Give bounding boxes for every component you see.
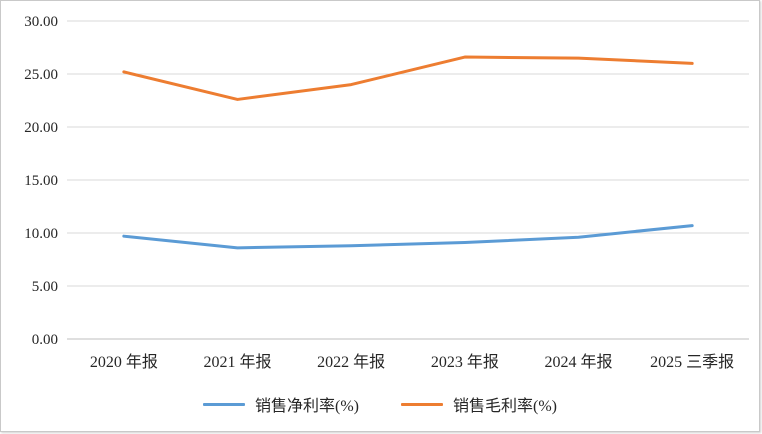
y-tick-label: 30.00 bbox=[24, 14, 58, 30]
x-axis-label: 2022 年报 bbox=[317, 353, 385, 371]
x-axis-label: 2021 年报 bbox=[203, 353, 271, 371]
y-tick-label: 5.00 bbox=[32, 279, 58, 295]
series-line-0 bbox=[122, 224, 694, 250]
legend-label-net-margin: 销售净利率(%) bbox=[255, 398, 359, 415]
legend-item-net-margin: 销售净利率(%) bbox=[203, 392, 359, 416]
plot-area: 0.00 5.00 10.00 15.00 20.00 25.00 30.00 2020 年报… bbox=[1, 1, 759, 390]
series-line-1 bbox=[122, 55, 694, 101]
x-axis-label: 2020 年报 bbox=[90, 353, 158, 371]
legend-line-swatch-blue bbox=[203, 402, 245, 406]
chart-canvas: 0.00 5.00 10.00 15.00 20.00 25.00 30.00 2020 年报… bbox=[24, 14, 749, 371]
x-axis-label: 2025 三季报 bbox=[650, 353, 734, 371]
chart-legend: 销售净利率(%) 销售毛利率(%) bbox=[1, 390, 759, 431]
legend-label-gross-margin: 销售毛利率(%) bbox=[453, 398, 557, 415]
y-tick-label: 20.00 bbox=[24, 120, 58, 136]
y-tick-label: 10.00 bbox=[24, 226, 58, 242]
y-tick-label: 15.00 bbox=[24, 173, 58, 189]
y-tick-label: 25.00 bbox=[24, 67, 58, 83]
y-tick-label: 0.00 bbox=[32, 332, 58, 348]
legend-item-gross-margin: 销售毛利率(%) bbox=[401, 392, 557, 416]
x-axis-label: 2024 年报 bbox=[544, 353, 612, 371]
legend-line-swatch-orange bbox=[401, 402, 443, 406]
x-axis-label: 2023 年报 bbox=[431, 353, 499, 371]
